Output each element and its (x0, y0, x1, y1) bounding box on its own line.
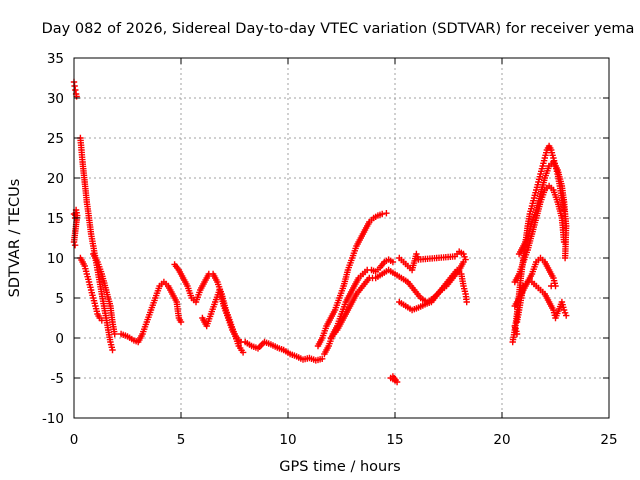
data-point-marker (548, 282, 555, 290)
y-axis-label: SDTVAR / TECUs (7, 179, 23, 298)
data-point-marker (319, 355, 326, 362)
series-track-r (511, 254, 559, 310)
data-point-marker (393, 378, 401, 386)
data-point-marker (239, 349, 247, 356)
x-axis-ticks: 0 5 10 15 20 25 (70, 58, 618, 448)
data-point-marker (389, 258, 397, 266)
data-point-marker (71, 82, 78, 90)
series-track-i (314, 210, 390, 350)
x-axis-label: GPS time / hours (279, 459, 400, 475)
y-tick-label: 35 (47, 51, 64, 67)
series-track-a (70, 78, 80, 100)
data-point-marker (462, 256, 469, 263)
data-point-marker (111, 330, 118, 338)
data-point-marker (379, 210, 386, 218)
y-tick-label: 30 (47, 91, 64, 107)
data-point-marker (72, 86, 79, 94)
y-tick-label: 20 (47, 171, 64, 187)
y-tick-label: 15 (47, 211, 64, 227)
y-tick-label: 25 (47, 131, 64, 147)
data-point-marker (109, 346, 116, 354)
series-track-d (77, 250, 118, 338)
y-tick-label: 0 (55, 331, 64, 347)
series-track-n (387, 373, 401, 386)
x-tick-label: 20 (493, 432, 510, 448)
data-points (70, 78, 570, 386)
x-tick-label: 15 (386, 432, 403, 448)
x-tick-label: 0 (70, 432, 79, 448)
series-track-h (242, 338, 326, 364)
series-track-c (77, 134, 116, 354)
data-point-marker (561, 254, 569, 262)
series-track-l (396, 266, 470, 314)
x-tick-label: 10 (279, 432, 296, 448)
series-track-m (396, 248, 469, 274)
series-track-q (515, 158, 570, 262)
y-tick-label: 10 (47, 251, 64, 267)
data-point-marker (383, 210, 390, 217)
series-track-e (117, 278, 185, 346)
y-tick-label: -10 (42, 411, 64, 427)
series-track-b (70, 206, 81, 249)
x-tick-label: 25 (600, 432, 617, 448)
x-tick-label: 5 (177, 432, 186, 448)
y-axis-ticks: -10 -5 0 5 10 15 20 25 30 35 (42, 51, 609, 427)
chart-title: Day 082 of 2026, Sidereal Day-to-day VTE… (42, 21, 635, 37)
data-point-marker (98, 317, 105, 324)
series-track-f (171, 261, 247, 356)
data-point-marker (563, 312, 570, 319)
y-tick-label: -5 (51, 371, 64, 387)
data-point-marker (463, 298, 470, 306)
data-point-marker (71, 242, 79, 249)
y-tick-label: 5 (55, 291, 64, 307)
data-point-marker (177, 318, 185, 326)
data-point-marker (511, 322, 518, 330)
plot-frame (73, 57, 610, 419)
series-track-g (199, 286, 245, 346)
series-track-s (511, 278, 570, 338)
